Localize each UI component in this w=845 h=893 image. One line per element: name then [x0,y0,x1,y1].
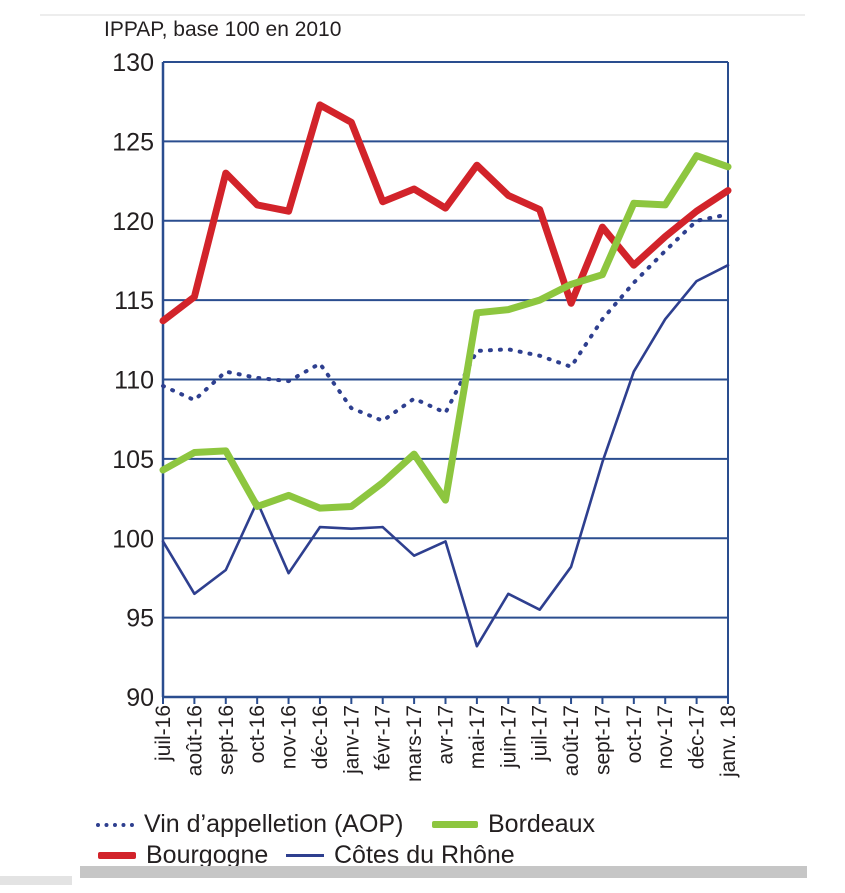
legend-item-bourgogne: Bourgogne [98,841,268,870]
y-tick-label-90: 90 [126,684,154,712]
x-tick-label-17: déc-17 [686,705,709,769]
legend-swatch-bourgogne [98,852,136,859]
x-tick-label-9: avr-17 [435,705,458,765]
legend-item-aop: Vin d’appelletion (AOP) [96,810,403,839]
y-tick-label-115: 115 [114,287,154,315]
x-tick-label-2: sept-16 [215,705,238,775]
x-tick-label-16: nov-17 [654,705,677,769]
series-line-3 [161,263,730,648]
legend-item-bordeaux: Bordeaux [432,810,595,839]
x-tick-label-3: oct-16 [246,705,269,763]
x-tick-label-15: oct-17 [623,705,646,763]
y-tick-label-110: 110 [114,367,154,395]
legend-swatch-cotes [286,854,324,857]
series-line-2 [159,101,732,325]
legend-swatch-aop [96,822,134,827]
y-axis-unit-label: IPPAP, base 100 en 2010 [104,18,342,41]
x-tick-label-7: févr-17 [372,705,395,770]
x-tick-label-10: mai-17 [466,705,489,769]
y-tick-label-125: 125 [112,128,154,156]
x-tick-label-14: sept-17 [591,705,614,775]
bottom-left-divider [0,876,72,885]
y-tick-label-130: 130 [112,49,154,77]
x-tick-label-11: juin-17 [497,705,520,769]
legend-label-bourgogne: Bourgogne [146,841,269,869]
bottom-divider [80,866,807,878]
y-tick-label-95: 95 [126,605,154,633]
series-line-1 [159,152,732,512]
top-divider [40,14,805,16]
x-tick-label-18: janv. 18 [717,705,740,778]
x-tick-label-8: mars-17 [403,705,426,782]
x-tick-label-12: juil-17 [529,705,552,762]
legend-label-aop: Vin d’appelletion (AOP) [144,810,404,838]
legend-item-cotes: Côtes du Rhône [286,841,515,870]
x-tick-label-4: nov-16 [278,705,301,769]
y-tick-label-105: 105 [112,446,154,474]
x-tick-label-5: déc-16 [309,705,332,769]
x-tick-label-6: janv-17 [340,705,363,775]
y-tick-label-120: 120 [112,208,154,236]
series-line-0 [161,212,730,423]
legend-label-bordeaux: Bordeaux [488,810,596,838]
legend-swatch-bordeaux [432,821,478,828]
x-tick-label-1: août-16 [183,705,206,776]
y-tick-label-100: 100 [112,525,154,553]
legend-label-cotes: Côtes du Rhône [334,841,515,869]
x-tick-label-13: août-17 [560,705,583,776]
x-tick-label-0: juil-16 [152,705,175,762]
